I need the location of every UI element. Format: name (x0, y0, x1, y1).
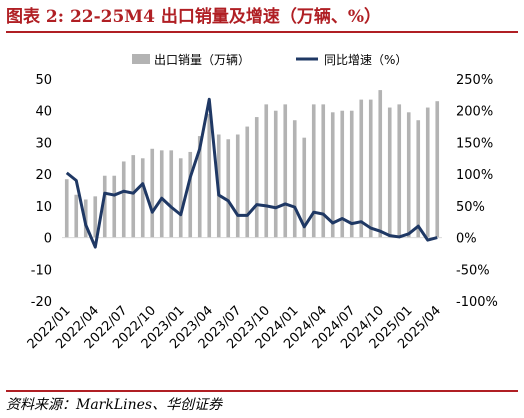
legend: 出口销量（万辆） 同比增速（%） (132, 53, 407, 67)
footer-divider (6, 390, 518, 392)
sales-bar (349, 110, 354, 238)
right-tick-label: 50% (456, 200, 485, 215)
sales-bar (102, 175, 107, 238)
sales-bar (178, 158, 183, 238)
sales-bar (283, 104, 288, 238)
right-tick-label: 150% (456, 136, 493, 151)
sales-bar (292, 120, 297, 238)
left-tick-label: 0 (44, 232, 52, 247)
sales-bar (74, 194, 79, 238)
sales-bar (311, 104, 316, 238)
right-axis-ticks: -100% -50% 0% 50% 100% 150% 200% 250% (456, 73, 498, 310)
sales-bar (159, 150, 164, 238)
legend-bar-swatch (132, 54, 150, 64)
sales-bar (207, 113, 212, 238)
sales-bar (112, 175, 117, 238)
source-note: 资料来源：MarkLines、华创证券 (6, 397, 223, 413)
sales-bar (330, 112, 335, 238)
sales-bar (121, 161, 126, 238)
sales-bar (64, 179, 69, 238)
sales-bar (321, 104, 326, 238)
sales-bar (406, 112, 411, 238)
sales-bar (264, 104, 269, 238)
right-tick-label: 100% (456, 168, 493, 183)
sales-bar (340, 110, 345, 238)
sales-bar (368, 99, 373, 238)
sales-bar (378, 90, 383, 238)
sales-bar (93, 196, 98, 238)
sales-bar (226, 139, 231, 238)
sales-bar (131, 155, 136, 238)
sales-bar (302, 137, 307, 238)
left-tick-label: -20 (31, 295, 52, 310)
sales-bar (397, 104, 402, 238)
left-tick-label: 40 (35, 105, 52, 120)
x-axis-labels: 2022/012022/042022/072022/102023/012023/… (25, 303, 444, 352)
sales-bar (188, 151, 193, 238)
chart-title: 图表 2: 22-25M4 出口销量及增速（万辆、%） (6, 7, 382, 27)
legend-line-label: 同比增速（%） (324, 53, 407, 67)
sales-bar (387, 107, 392, 238)
right-tick-label: 0% (456, 232, 477, 247)
sales-bar (150, 148, 155, 238)
sales-bar (254, 117, 259, 238)
left-tick-label: 50 (35, 73, 52, 88)
sales-bar (435, 101, 440, 238)
sales-bar (140, 158, 145, 238)
legend-bar-label: 出口销量（万辆） (154, 53, 250, 67)
sales-bar (245, 126, 250, 238)
left-tick-label: 20 (35, 168, 52, 183)
left-tick-label: 30 (35, 136, 52, 151)
sales-bar (169, 150, 174, 238)
right-tick-label: -100% (456, 295, 498, 310)
left-axis-ticks: -20 -10 0 10 20 30 40 50 (31, 73, 52, 310)
growth-line (65, 97, 438, 249)
sales-bar (197, 136, 202, 238)
sales-bar (359, 99, 364, 238)
export-sales-chart: 出口销量（万辆） 同比增速（%） -20 -10 0 10 20 30 40 50 -100%… (25, 53, 498, 352)
sales-bar (416, 120, 421, 238)
left-tick-label: -10 (31, 263, 52, 278)
left-tick-label: 10 (35, 200, 52, 215)
sales-bar (235, 134, 240, 238)
right-tick-label: 200% (456, 105, 493, 120)
sales-bar (425, 107, 430, 238)
title-divider (6, 31, 518, 33)
right-tick-label: 250% (456, 73, 493, 88)
sales-bar (273, 110, 278, 238)
right-tick-label: -50% (456, 263, 490, 278)
sales-bars (64, 90, 440, 238)
